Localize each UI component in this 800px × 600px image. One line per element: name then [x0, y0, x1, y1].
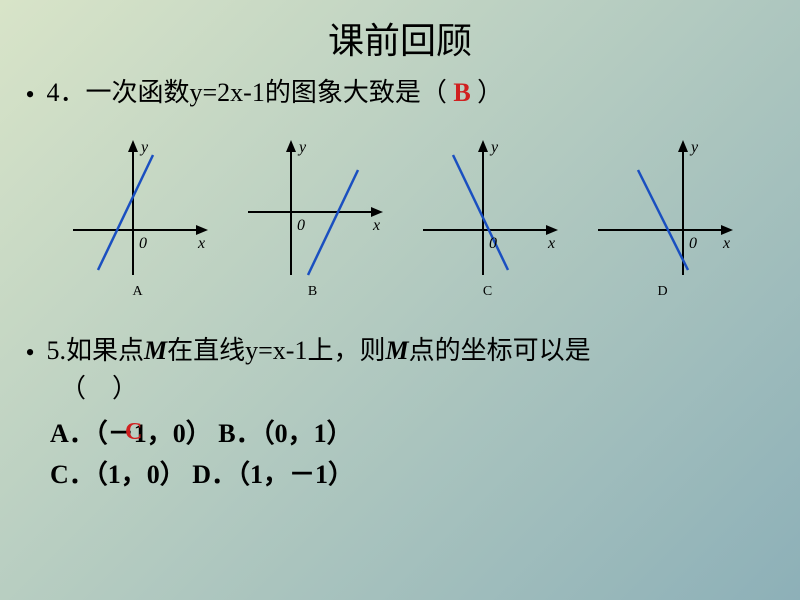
- svg-text:0: 0: [139, 235, 147, 252]
- q5-m1: M: [144, 336, 167, 365]
- page-title: 课前回顾: [0, 0, 800, 64]
- q5-line2: （ ）: [60, 368, 780, 405]
- graph-A: y x 0 A: [58, 130, 218, 300]
- content-area: • 4．一次函数y=2x-1的图象大致是（ B ） y x 0 A: [0, 72, 800, 491]
- q4-answer: B: [453, 78, 470, 107]
- svg-text:y: y: [297, 139, 307, 156]
- svg-text:x: x: [197, 235, 205, 252]
- options-block: C A．（－1，0） B．（0，1） C．（1，0） D．（1，－1）: [20, 413, 780, 491]
- graph-C: y x 0 C: [408, 130, 568, 300]
- q5-m2: M: [385, 336, 408, 365]
- graph-label-D: D: [657, 284, 667, 300]
- svg-text:x: x: [722, 235, 730, 252]
- graph-D: y x 0 D: [583, 130, 743, 300]
- graph-label-A: A: [132, 284, 142, 300]
- graphs-row: y x 0 A y x 0 B y: [50, 130, 750, 300]
- svg-text:0: 0: [689, 235, 697, 252]
- svg-text:y: y: [139, 139, 149, 156]
- q5-text-b: 在直线y=x-1上，则: [167, 336, 385, 365]
- q5-text-c: 点的坐标可以是: [409, 336, 591, 365]
- q5-text-a: 5.如果点: [47, 336, 145, 365]
- svg-text:0: 0: [297, 217, 305, 234]
- svg-text:y: y: [489, 139, 499, 156]
- q4-text-prefix: 4．一次函数y=2x-1的图象大致是（: [47, 78, 447, 107]
- options-line1: A．（－1，0） B．（0，1）: [50, 413, 780, 450]
- graph-B: y x 0 B: [233, 130, 393, 300]
- svg-text:0: 0: [489, 235, 497, 252]
- bullet-q4: •: [20, 80, 40, 110]
- q4-text-suffix: ）: [477, 78, 503, 107]
- svg-text:y: y: [689, 139, 699, 156]
- question-5: • 5.如果点M在直线y=x-1上，则M点的坐标可以是 （ ）: [20, 330, 780, 405]
- question-4: • 4．一次函数y=2x-1的图象大致是（ B ）: [20, 72, 780, 110]
- graph-label-C: C: [483, 284, 492, 300]
- svg-text:x: x: [547, 235, 555, 252]
- q5-answer: C: [125, 419, 142, 446]
- graph-label-B: B: [308, 284, 317, 300]
- options-line2: C．（1，0） D．（1，－1）: [50, 454, 780, 491]
- svg-text:x: x: [372, 217, 380, 234]
- bullet-q5: •: [20, 338, 40, 368]
